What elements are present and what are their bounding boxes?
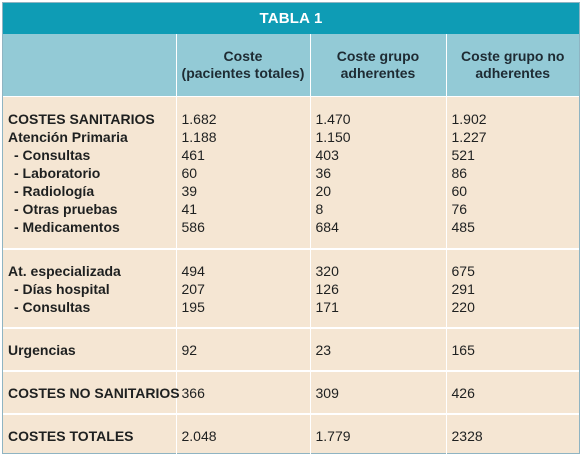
adherent-cost-cell: 309	[309, 371, 446, 415]
cell-value: 23	[315, 341, 332, 358]
cell-value: 8	[315, 200, 324, 217]
row-label-cell: At. especializada - Días hospital - Consul…	[3, 249, 176, 329]
nonadherent-cost-cell: 675 291 220	[445, 249, 579, 329]
row-label-cell: COSTES TOTALES	[3, 414, 176, 456]
header-adherent-cost: Coste grupo adherentes	[309, 34, 446, 97]
header-line: Coste grupo	[336, 48, 420, 64]
adherent-cost-cell: 23	[309, 328, 446, 372]
cell-value: 126	[315, 280, 339, 297]
cell-value: 1.682	[181, 110, 217, 127]
cell-value: 171	[315, 298, 339, 315]
cell-value: 60	[181, 164, 198, 181]
cell-value: 2.048	[181, 427, 217, 444]
cell-value: 1.227	[451, 128, 487, 145]
header-line: Coste grupo no	[461, 48, 565, 64]
cell-value: 1.150	[315, 128, 351, 145]
total-cost-cell: 92	[175, 328, 310, 372]
cell-value: 195	[181, 298, 205, 315]
cell-value: 309	[315, 384, 339, 401]
header-line: (pacientes totales)	[181, 65, 305, 81]
header-line: adherentes	[340, 65, 416, 81]
table-row: COSTES SANITARIOS Atención Primaria - Cons…	[3, 96, 579, 250]
cell-value: 461	[181, 146, 205, 163]
row-label: - Días hospital	[14, 280, 110, 297]
cell-value: 1.188	[181, 128, 217, 145]
cell-value: 485	[451, 218, 475, 235]
row-label: COSTES SANITARIOS	[8, 110, 155, 127]
cell-value: 207	[181, 280, 205, 297]
adherent-cost-cell: 1.470 1.150 403 36 20 8 684	[309, 96, 446, 250]
total-cost-cell: 494 207 195	[175, 249, 310, 329]
nonadherent-cost-cell: 165	[445, 328, 579, 372]
header-line: adherentes	[475, 65, 551, 81]
cell-value: 165	[451, 341, 475, 358]
cell-value: 36	[315, 164, 332, 181]
table-row: At. especializada - Días hospital - Consul…	[3, 249, 579, 329]
row-label-cell: COSTES NO SANITARIOS	[3, 371, 180, 415]
cell-value: 586	[181, 218, 205, 235]
row-label: Atención Primaria	[8, 128, 128, 145]
row-label: - Otras pruebas	[14, 200, 118, 217]
header-line: Coste	[223, 48, 263, 64]
row-label: - Medicamentos	[14, 218, 120, 235]
row-label: At. especializada	[8, 262, 121, 279]
adherent-cost-cell: 1.779	[309, 414, 446, 456]
header-total-cost: Coste (pacientes totales)	[175, 34, 310, 97]
cell-value: 60	[451, 182, 468, 199]
cell-value: 41	[181, 200, 198, 217]
cell-value: 675	[451, 262, 475, 279]
row-label: COSTES NO SANITARIOS	[8, 384, 180, 401]
row-label: - Consultas	[14, 298, 91, 315]
cell-value: 684	[315, 218, 339, 235]
row-label: - Consultas	[14, 146, 91, 163]
cell-value: 86	[451, 164, 468, 181]
adherent-cost-cell: 320 126 171	[309, 249, 446, 329]
cell-value: 76	[451, 200, 468, 217]
cell-value: 366	[181, 384, 205, 401]
cell-value: 494	[181, 262, 205, 279]
total-cost-cell: 366	[175, 371, 310, 415]
table-title: TABLA 1	[3, 3, 579, 34]
cell-value: 320	[315, 262, 339, 279]
nonadherent-cost-cell: 1.902 1.227 521 86 60 76 485	[445, 96, 579, 250]
row-label-cell: Urgencias	[3, 328, 176, 372]
cell-value: 1.470	[315, 110, 351, 127]
cell-value: 39	[181, 182, 198, 199]
total-cost-cell: 2.048	[175, 414, 310, 456]
cell-value: 2328	[451, 427, 483, 444]
cell-value: 403	[315, 146, 339, 163]
total-cost-cell: 1.682 1.188 461 60 39 41 586	[175, 96, 310, 250]
table-header-row: Coste (pacientes totales) Coste grupo adhe…	[3, 34, 579, 97]
table-row: COSTES NO SANITARIOS 366 309 426	[3, 371, 579, 415]
cell-value: 220	[451, 298, 475, 315]
cost-table: Coste (pacientes totales) Coste grupo adhe…	[3, 34, 579, 456]
cell-value: 92	[181, 341, 198, 358]
nonadherent-cost-cell: 426	[445, 371, 579, 415]
nonadherent-cost-cell: 2328	[445, 414, 579, 456]
table-row: Urgencias 92 23 165	[3, 328, 579, 372]
header-nonadherent-cost: Coste grupo no adherentes	[445, 34, 579, 97]
cell-value: 1.902	[451, 110, 487, 127]
cell-value: 1.779	[315, 427, 351, 444]
row-label: - Radiología	[14, 182, 95, 199]
row-label: Urgencias	[8, 341, 76, 358]
cell-value: 426	[451, 384, 475, 401]
cell-value: 291	[451, 280, 475, 297]
row-label: - Laboratorio	[14, 164, 101, 181]
table-row: COSTES TOTALES 2.048 1.779 2328	[3, 414, 579, 456]
row-label-cell: COSTES SANITARIOS Atención Primaria - Cons…	[3, 96, 176, 250]
cell-value: 20	[315, 182, 332, 199]
header-empty	[3, 34, 176, 97]
row-label: COSTES TOTALES	[8, 427, 134, 444]
cell-value: 521	[451, 146, 475, 163]
